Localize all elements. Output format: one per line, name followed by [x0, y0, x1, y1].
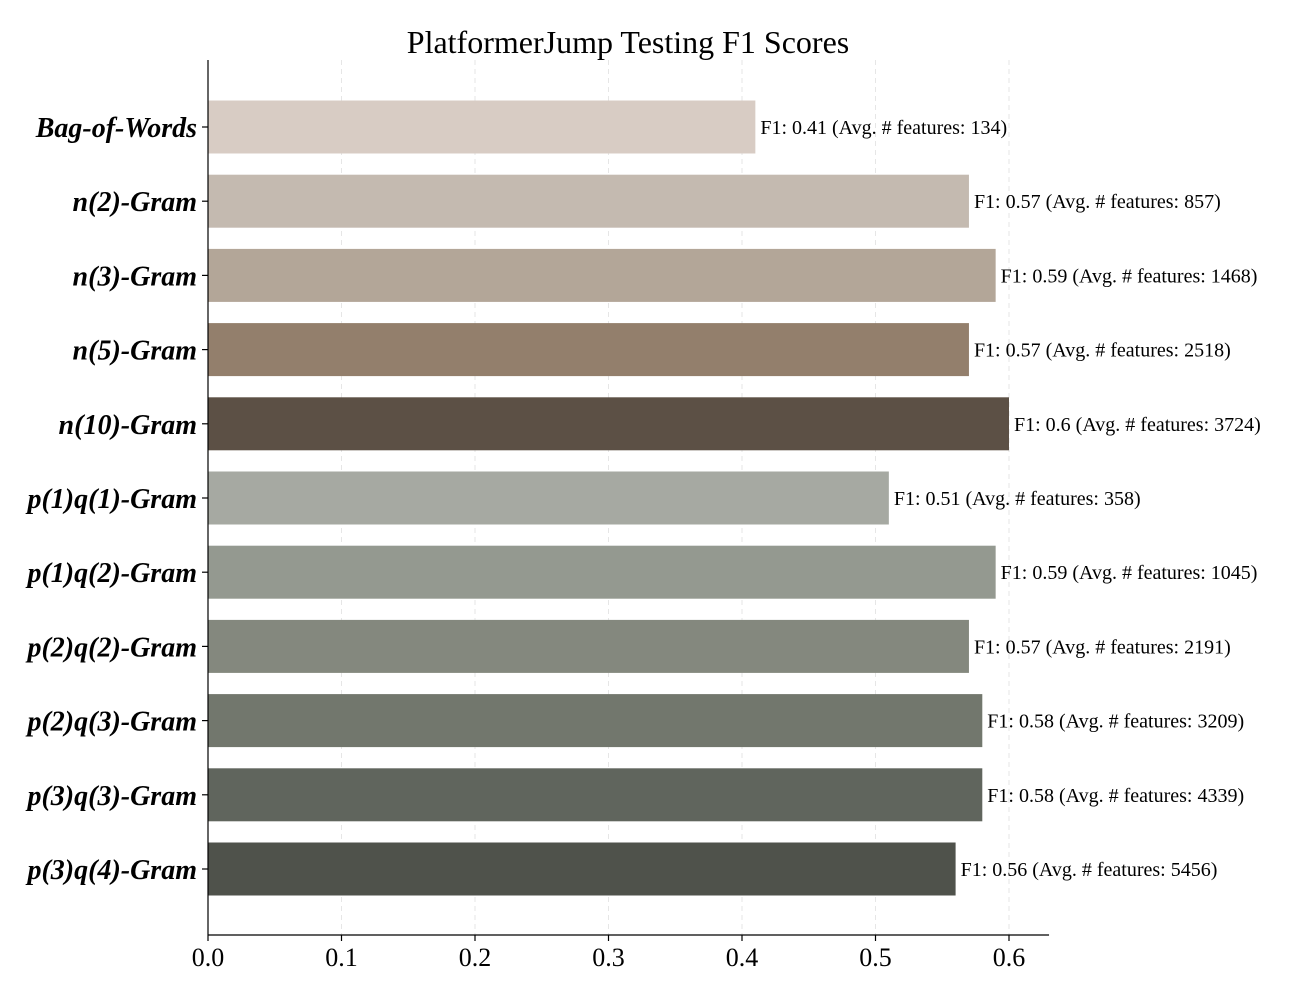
data-label: F1: 0.51 (Avg. # features: 358) — [894, 488, 1141, 510]
x-tick-label: 0.6 — [993, 943, 1026, 972]
x-tick-label: 0.0 — [192, 943, 225, 972]
category-label: p(3)q(4)-Gram — [25, 855, 197, 886]
data-label: F1: 0.41 (Avg. # features: 134) — [760, 117, 1007, 139]
category-label: Bag-of-Words — [35, 113, 197, 144]
bar — [208, 323, 969, 377]
category-label: p(3)q(3)-Gram — [25, 781, 197, 812]
data-label: F1: 0.57 (Avg. # features: 2518) — [974, 340, 1231, 362]
data-label: F1: 0.57 (Avg. # features: 2191) — [974, 636, 1231, 658]
bar — [208, 768, 983, 822]
category-label: n(2)-Gram — [73, 187, 197, 218]
data-label: F1: 0.58 (Avg. # features: 3209) — [987, 711, 1244, 733]
bar — [208, 471, 889, 525]
x-tick-label: 0.5 — [859, 943, 892, 972]
bar — [208, 619, 969, 673]
bar-layer — [208, 100, 1009, 896]
bar — [208, 842, 956, 896]
bar — [208, 545, 996, 599]
x-tick-label: 0.3 — [592, 943, 625, 972]
bar — [208, 397, 1009, 451]
category-label: n(3)-Gram — [73, 261, 197, 292]
x-tick-label: 0.4 — [726, 943, 759, 972]
category-label: n(10)-Gram — [59, 410, 197, 441]
bar — [208, 694, 983, 748]
bar — [208, 248, 996, 302]
data-label: F1: 0.59 (Avg. # features: 1468) — [1001, 265, 1258, 287]
data-label: F1: 0.57 (Avg. # features: 857) — [974, 191, 1221, 213]
category-label: p(2)q(3)-Gram — [25, 707, 197, 738]
data-label: F1: 0.59 (Avg. # features: 1045) — [1001, 562, 1258, 584]
x-tick-label: 0.1 — [325, 943, 358, 972]
chart-title: PlatformerJump Testing F1 Scores — [407, 24, 849, 60]
x-tick-label: 0.2 — [459, 943, 492, 972]
category-label: p(2)q(2)-Gram — [25, 632, 197, 663]
data-label: F1: 0.56 (Avg. # features: 5456) — [961, 859, 1218, 881]
category-label: p(1)q(2)-Gram — [25, 558, 197, 589]
bar — [208, 174, 969, 228]
category-label: n(5)-Gram — [73, 336, 197, 367]
category-label: p(1)q(1)-Gram — [25, 484, 197, 515]
data-label: F1: 0.6 (Avg. # features: 3724) — [1014, 414, 1261, 436]
bar — [208, 100, 756, 154]
label-layer: 0.0 0.1 0.2 0.3 0.4 0.5 0.6 Bag-of-Words F1: 0.4… — [25, 113, 1260, 972]
data-label: F1: 0.58 (Avg. # features: 4339) — [987, 785, 1244, 807]
